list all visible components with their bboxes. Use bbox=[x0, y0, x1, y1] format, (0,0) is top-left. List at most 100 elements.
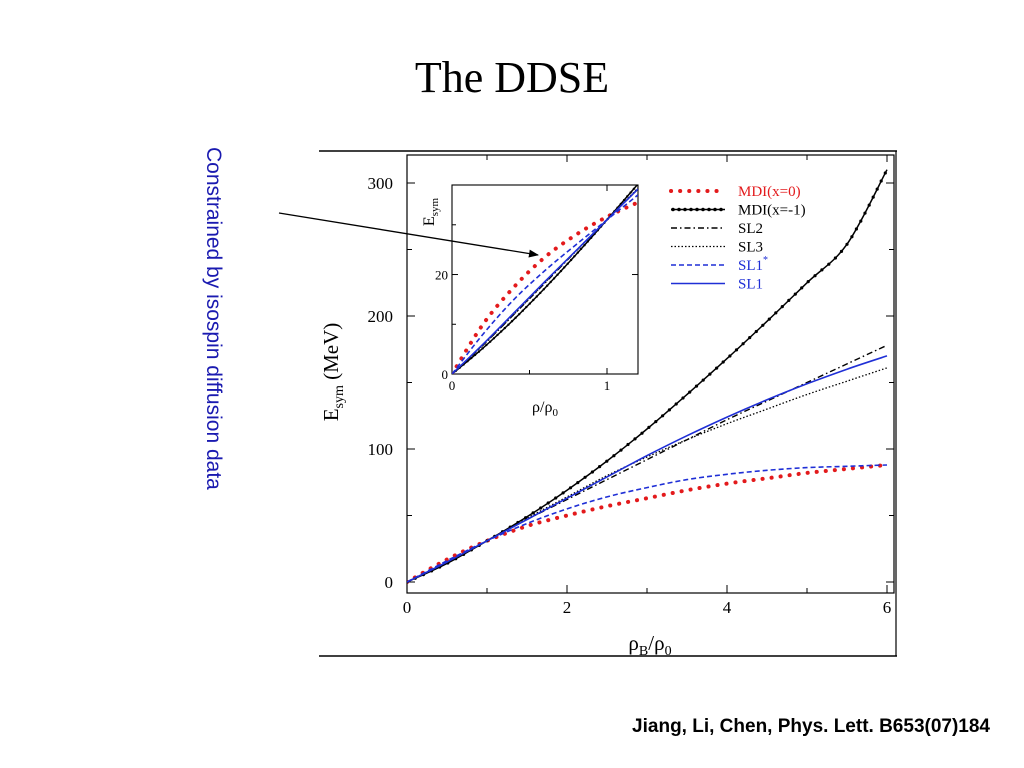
series-marker bbox=[559, 269, 563, 273]
series-marker bbox=[654, 420, 658, 424]
series-marker bbox=[780, 305, 784, 309]
series-marker bbox=[800, 286, 804, 290]
y-tick-label: 100 bbox=[368, 440, 394, 459]
legend-marker bbox=[695, 207, 699, 212]
series-marker bbox=[863, 211, 867, 215]
y-tick-label: 300 bbox=[368, 174, 394, 193]
side-note: Constrained by isospin diffusion data bbox=[202, 147, 225, 490]
series-marker bbox=[549, 280, 552, 284]
legend-label: SL2 bbox=[738, 221, 763, 237]
series-marker bbox=[741, 342, 745, 346]
series-marker bbox=[688, 390, 692, 394]
x-axis-label: ρB/ρ0 bbox=[628, 631, 671, 659]
series-marker bbox=[806, 280, 810, 284]
series-marker bbox=[647, 425, 651, 429]
series-marker bbox=[481, 347, 484, 350]
series-line bbox=[407, 463, 889, 584]
series-marker bbox=[793, 292, 797, 296]
series-marker bbox=[569, 258, 573, 262]
series-marker bbox=[539, 291, 542, 295]
series-marker bbox=[701, 378, 705, 382]
series-marker bbox=[721, 360, 725, 364]
series-marker bbox=[626, 195, 629, 198]
series-marker bbox=[590, 470, 595, 474]
series-marker bbox=[510, 320, 514, 323]
series-marker bbox=[518, 313, 521, 316]
inset-y-tick-label: 20 bbox=[435, 268, 448, 283]
plot-frame bbox=[406, 154, 895, 594]
legend-marker bbox=[713, 207, 717, 212]
y-tick-label: 0 bbox=[385, 573, 394, 592]
series-marker bbox=[485, 343, 488, 347]
legend-marker bbox=[671, 207, 675, 212]
series-marker bbox=[556, 273, 559, 276]
series-marker bbox=[496, 333, 499, 337]
series-marker bbox=[489, 340, 492, 343]
series-marker bbox=[787, 298, 791, 302]
series-marker bbox=[632, 187, 636, 190]
series-marker bbox=[563, 266, 566, 269]
x-tick-label: 0 bbox=[403, 598, 412, 617]
series-marker bbox=[568, 486, 573, 490]
inset-y-tick-label: 0 bbox=[442, 367, 449, 382]
inset-x-tick-label: 1 bbox=[604, 378, 611, 393]
series-marker bbox=[813, 274, 817, 278]
series-marker bbox=[715, 366, 719, 370]
series-marker bbox=[473, 353, 477, 357]
series-marker bbox=[507, 323, 510, 326]
series-marker bbox=[767, 317, 771, 321]
series-marker bbox=[576, 251, 579, 254]
series-marker bbox=[583, 244, 586, 247]
series-marker bbox=[521, 309, 524, 312]
series-marker bbox=[633, 437, 637, 441]
series-marker bbox=[554, 496, 558, 500]
legend-label: SL1 bbox=[738, 277, 763, 293]
y-tick-label: 200 bbox=[368, 307, 394, 326]
series-marker bbox=[871, 195, 875, 199]
inset-x-axis-label: ρ/ρ0 bbox=[532, 399, 558, 419]
series-marker bbox=[546, 501, 550, 505]
series-marker bbox=[532, 298, 535, 302]
legend-marker bbox=[683, 207, 687, 212]
series-marker bbox=[839, 249, 844, 253]
series-line bbox=[407, 344, 888, 583]
series-marker bbox=[626, 442, 630, 447]
x-tick-label: 6 bbox=[883, 598, 892, 617]
series-marker bbox=[573, 255, 576, 258]
series-marker bbox=[528, 302, 531, 305]
series-marker bbox=[661, 414, 665, 418]
series-marker bbox=[612, 454, 616, 458]
series-line bbox=[407, 367, 888, 583]
series-marker bbox=[598, 465, 602, 469]
series-marker bbox=[622, 198, 626, 202]
slide-title: The DDSE bbox=[414, 53, 610, 102]
inset-frame bbox=[451, 184, 639, 375]
inset-x-tick-label: 0 bbox=[449, 378, 456, 393]
y-axis-label: Esym (MeV) bbox=[319, 323, 347, 422]
series-marker bbox=[667, 408, 672, 412]
series-marker bbox=[708, 372, 712, 376]
series-marker bbox=[774, 311, 778, 315]
series-marker bbox=[503, 326, 506, 330]
series-marker bbox=[576, 481, 580, 485]
series-marker bbox=[681, 396, 685, 400]
legend-marker bbox=[719, 207, 723, 212]
legend-marker bbox=[677, 207, 681, 212]
series-marker bbox=[542, 288, 545, 291]
series-marker bbox=[524, 516, 528, 520]
series-marker bbox=[525, 305, 528, 309]
series-marker bbox=[635, 185, 638, 187]
series-marker bbox=[748, 336, 752, 340]
series-marker bbox=[514, 316, 517, 319]
series-marker bbox=[820, 268, 824, 272]
series-marker bbox=[833, 256, 838, 260]
series-marker bbox=[875, 187, 879, 191]
series-marker bbox=[859, 219, 863, 223]
series-marker bbox=[734, 348, 739, 352]
series-marker bbox=[566, 262, 569, 265]
legend-label: MDI(x=0) bbox=[738, 184, 801, 200]
legend-marker bbox=[701, 207, 705, 212]
